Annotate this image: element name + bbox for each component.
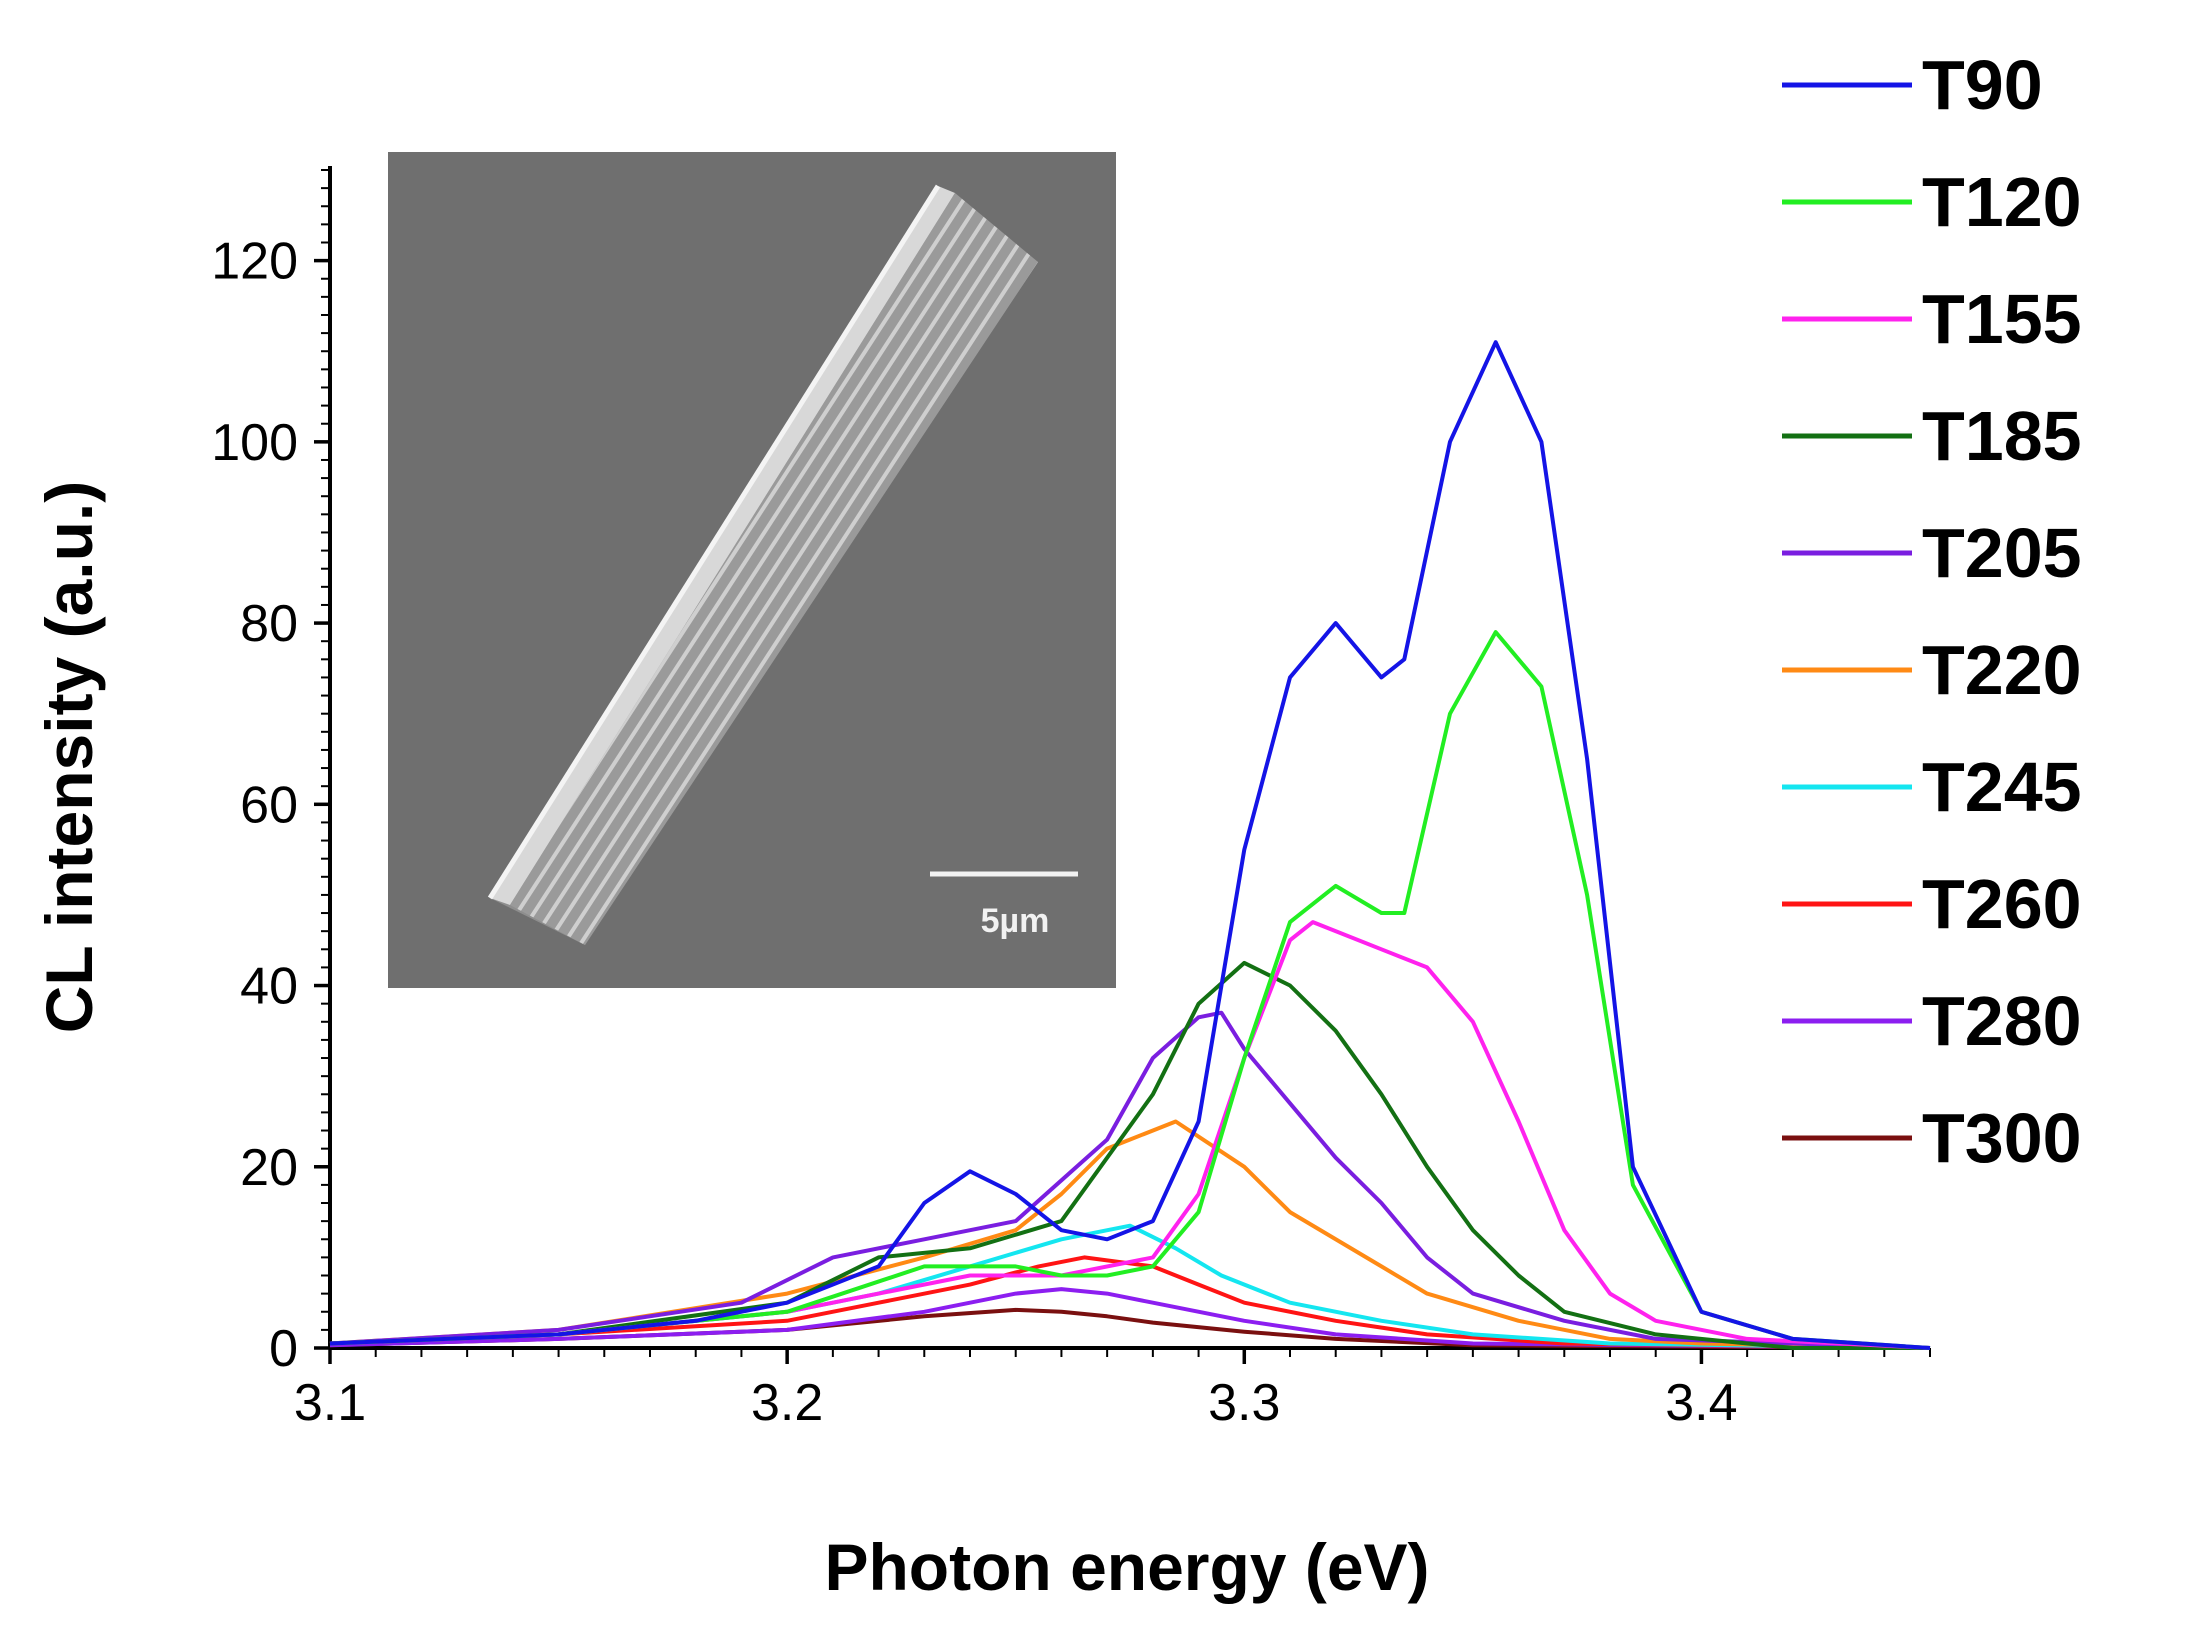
legend-label-t185: T185 (1922, 397, 2082, 475)
x-axis-title: Photon energy (eV) (824, 1530, 1429, 1604)
series-line-t280 (329, 1287, 1931, 1350)
legend-label-t205: T205 (1922, 514, 2082, 592)
y-tick-label: 40 (240, 958, 298, 1016)
y-tick-label: 0 (269, 1320, 298, 1378)
legend-label-t90: T90 (1922, 46, 2043, 124)
y-tick-label: 100 (211, 414, 298, 472)
legend: T90 T120 T155 T185 T205 T220 T245 T260 T280 T300 (1782, 46, 2082, 1177)
series-line-t260 (329, 1255, 1931, 1350)
series-line-t90 (329, 340, 1931, 1350)
x-tick-label: 3.2 (751, 1374, 823, 1432)
scale-bar-label: 5µm (981, 902, 1050, 940)
series-line-t220 (329, 1119, 1931, 1350)
legend-label-t155: T155 (1922, 280, 2082, 358)
series-line-t185 (329, 960, 1930, 1350)
y-tick-label: 20 (240, 1139, 298, 1197)
legend-label-t245: T245 (1922, 748, 2082, 826)
x-tick-label: 3.1 (294, 1374, 366, 1432)
series-line-t205 (329, 1010, 1931, 1350)
legend-label-t260: T260 (1922, 865, 2082, 943)
legend-label-t300: T300 (1922, 1099, 2082, 1177)
sem-inset: 5µm (388, 152, 1116, 988)
y-tick-label: 120 (211, 233, 298, 291)
series-group (329, 340, 1931, 1350)
legend-label-t220: T220 (1922, 631, 2082, 709)
y-axis-title: CL intensity (a.u.) (32, 481, 106, 1034)
x-tick-label: 3.4 (1665, 1374, 1737, 1432)
series-line-t155 (329, 920, 1931, 1350)
nanowire-image (487, 184, 1038, 945)
series-line-t120 (329, 630, 1931, 1350)
x-tick-label: 3.3 (1208, 1374, 1280, 1432)
legend-label-t120: T120 (1922, 163, 2082, 241)
y-tick-label: 80 (240, 595, 298, 653)
legend-label-t280: T280 (1922, 982, 2082, 1060)
y-tick-label: 60 (240, 776, 298, 834)
